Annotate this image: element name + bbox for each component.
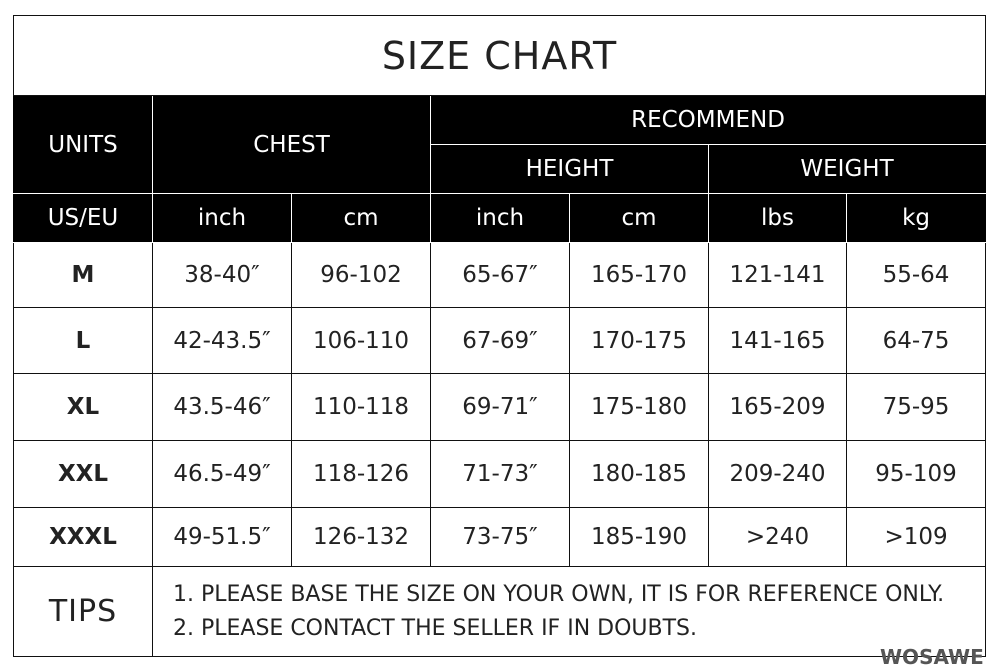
table-cell: 46.5-49″	[152, 440, 292, 508]
table-cell: 55-64	[845, 242, 987, 308]
subheader: kg	[845, 193, 987, 243]
tips-label: TIPS	[13, 566, 153, 657]
table-cell: 165-170	[569, 242, 709, 308]
table-row: M 38-40″ 96-102 65-67″ 165-170 121-141 5…	[13, 242, 987, 308]
table-row: XL 43.5-46″ 110-118 69-71″ 175-180 165-2…	[13, 373, 987, 441]
table-cell: 96-102	[291, 242, 431, 308]
table-cell: 180-185	[569, 440, 709, 508]
table-cell: 38-40″	[152, 242, 292, 308]
header-weight: WEIGHT	[707, 144, 987, 194]
table-cell: 42-43.5″	[152, 307, 292, 374]
tip-line: 1. PLEASE BASE THE SIZE ON YOUR OWN, IT …	[173, 581, 945, 607]
table-cell: 175-180	[569, 373, 709, 441]
table-cell: 118-126	[291, 440, 431, 508]
size-cell: XXL	[13, 440, 153, 508]
table-cell: 110-118	[291, 373, 431, 441]
header-recommend: RECOMMEND	[429, 95, 987, 145]
table-cell: 73-75″	[430, 507, 570, 567]
table-cell: 43.5-46″	[152, 373, 292, 441]
table-cell: >109	[845, 507, 987, 567]
table-cell: 185-190	[569, 507, 709, 567]
table-cell: >240	[708, 507, 847, 567]
subheader: cm	[569, 193, 709, 243]
table-cell: 209-240	[708, 440, 847, 508]
table-cell: 67-69″	[430, 307, 570, 374]
table-cell: 141-165	[708, 307, 847, 374]
table-row: XXXL 49-51.5″ 126-132 73-75″ 185-190 >24…	[13, 507, 987, 567]
chart-title: SIZE CHART	[12, 15, 987, 96]
table-cell: 65-67″	[430, 242, 570, 308]
table-row: L 42-43.5″ 106-110 67-69″ 170-175 141-16…	[13, 307, 987, 374]
table-cell: 64-75	[845, 307, 987, 374]
table-cell: 121-141	[708, 242, 847, 308]
table-cell: 95-109	[845, 440, 987, 508]
subheader: lbs	[708, 193, 847, 243]
table-cell: 75-95	[845, 373, 987, 441]
header-height: HEIGHT	[430, 144, 709, 194]
header-chest: CHEST	[152, 95, 431, 194]
subheader: inch	[430, 193, 570, 243]
subheader: cm	[291, 193, 431, 243]
table-cell: 126-132	[291, 507, 431, 567]
table-cell: 49-51.5″	[152, 507, 292, 567]
size-cell: L	[13, 307, 153, 374]
size-cell: M	[13, 242, 153, 308]
table-cell: 69-71″	[430, 373, 570, 441]
table-cell: 165-209	[708, 373, 847, 441]
size-cell: XXXL	[13, 507, 153, 567]
subheader: inch	[152, 193, 292, 243]
table-cell: 170-175	[569, 307, 709, 374]
tips-row: TIPS 1. PLEASE BASE THE SIZE ON YOUR OWN…	[13, 566, 987, 657]
table-cell: 106-110	[291, 307, 431, 374]
table-row: XXL 46.5-49″ 118-126 71-73″ 180-185 209-…	[13, 440, 987, 508]
subheader: US/EU	[13, 193, 153, 243]
tip-line: 2. PLEASE CONTACT THE SELLER IF IN DOUBT…	[173, 615, 697, 641]
tips-text: 1. PLEASE BASE THE SIZE ON YOUR OWN, IT …	[151, 566, 987, 657]
size-chart-table: SIZE CHART UNITS CHEST RECOMMEND HEIGHT …	[12, 15, 987, 657]
brand-logo: WOSAWE	[880, 645, 984, 669]
table-cell: 71-73″	[430, 440, 570, 508]
size-cell: XL	[13, 373, 153, 441]
header-units: UNITS	[13, 95, 153, 194]
